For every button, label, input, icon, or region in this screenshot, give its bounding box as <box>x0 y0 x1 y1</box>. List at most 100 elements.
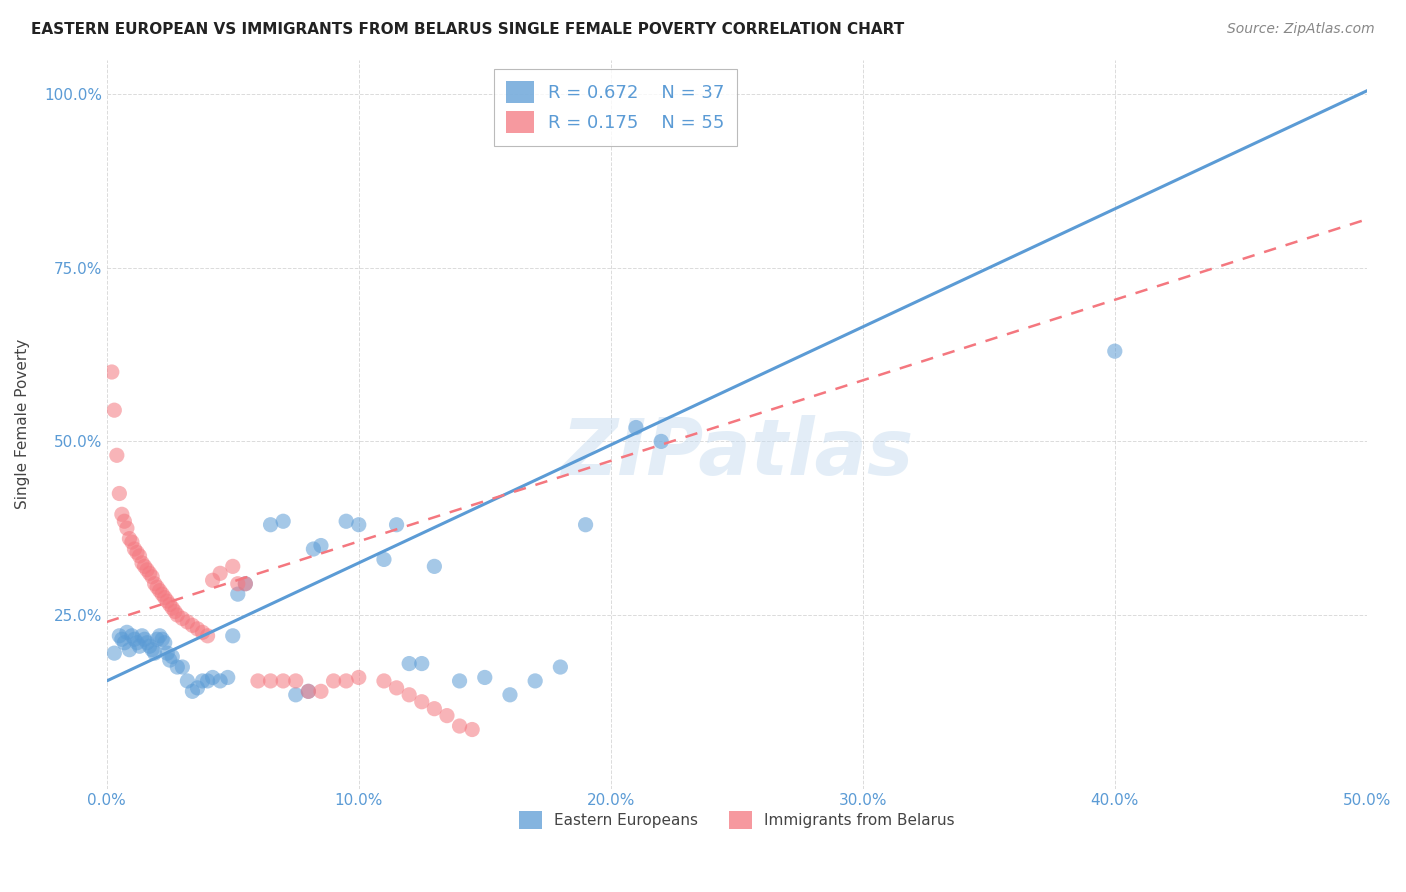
Point <box>103 646 125 660</box>
Point <box>136 563 159 577</box>
Point <box>335 673 357 688</box>
Point <box>436 708 458 723</box>
Point <box>271 673 294 688</box>
Y-axis label: Single Female Poverty: Single Female Poverty <box>15 339 30 509</box>
Point <box>398 657 420 671</box>
Point <box>186 681 208 695</box>
Point <box>143 576 166 591</box>
Point <box>134 632 156 647</box>
Point <box>191 673 214 688</box>
Point <box>153 636 176 650</box>
Point <box>146 580 169 594</box>
Point <box>105 448 128 462</box>
Point <box>201 670 224 684</box>
Point <box>125 636 148 650</box>
Point <box>235 576 257 591</box>
Point <box>259 517 281 532</box>
Point <box>159 653 181 667</box>
Point <box>271 514 294 528</box>
Text: Source: ZipAtlas.com: Source: ZipAtlas.com <box>1227 22 1375 37</box>
Point <box>373 673 395 688</box>
Point <box>115 521 138 535</box>
Point <box>156 594 179 608</box>
Text: EASTERN EUROPEAN VS IMMIGRANTS FROM BELARUS SINGLE FEMALE POVERTY CORRELATION CH: EASTERN EUROPEAN VS IMMIGRANTS FROM BELA… <box>31 22 904 37</box>
Point <box>226 576 249 591</box>
Point <box>162 649 184 664</box>
Point <box>550 660 572 674</box>
Point <box>322 673 344 688</box>
Point <box>149 629 172 643</box>
Point <box>297 684 319 698</box>
Point <box>449 719 471 733</box>
Point <box>347 670 370 684</box>
Point <box>138 639 160 653</box>
Point <box>524 673 547 688</box>
Point <box>136 636 159 650</box>
Point <box>112 514 135 528</box>
Point <box>302 541 325 556</box>
Point <box>128 639 150 653</box>
Point <box>284 688 307 702</box>
Legend: Eastern Europeans, Immigrants from Belarus: Eastern Europeans, Immigrants from Belar… <box>513 805 960 836</box>
Point <box>150 587 173 601</box>
Point <box>121 535 143 549</box>
Point <box>111 632 134 647</box>
Point <box>1104 344 1126 359</box>
Point <box>108 629 131 643</box>
Point <box>141 642 163 657</box>
Point <box>108 486 131 500</box>
Point <box>146 632 169 647</box>
Point <box>153 591 176 605</box>
Point <box>222 559 245 574</box>
Point <box>650 434 672 449</box>
Point <box>138 566 160 581</box>
Point <box>398 688 420 702</box>
Point <box>191 625 214 640</box>
Point <box>156 646 179 660</box>
Point <box>197 673 219 688</box>
Point <box>624 420 647 434</box>
Point <box>186 622 208 636</box>
Point <box>176 615 198 629</box>
Point <box>226 587 249 601</box>
Point <box>118 532 141 546</box>
Point <box>162 601 184 615</box>
Point <box>449 673 471 688</box>
Point <box>197 629 219 643</box>
Point <box>181 618 204 632</box>
Point <box>411 695 433 709</box>
Point <box>309 684 332 698</box>
Point <box>411 657 433 671</box>
Point <box>246 673 269 688</box>
Point <box>209 566 232 581</box>
Point <box>141 570 163 584</box>
Point <box>474 670 496 684</box>
Point <box>124 632 146 647</box>
Point <box>209 673 232 688</box>
Point <box>259 673 281 688</box>
Point <box>461 723 484 737</box>
Point <box>131 629 153 643</box>
Point <box>125 545 148 559</box>
Point <box>172 611 194 625</box>
Point <box>335 514 357 528</box>
Point <box>574 517 596 532</box>
Point <box>128 549 150 563</box>
Text: ZIPatlas: ZIPatlas <box>561 415 912 491</box>
Point <box>499 688 522 702</box>
Point <box>201 574 224 588</box>
Point <box>101 365 124 379</box>
Point <box>143 646 166 660</box>
Point <box>373 552 395 566</box>
Point <box>423 559 446 574</box>
Point <box>222 629 245 643</box>
Point <box>309 539 332 553</box>
Point <box>111 508 134 522</box>
Point <box>347 517 370 532</box>
Point <box>172 660 194 674</box>
Point <box>118 642 141 657</box>
Point <box>235 576 257 591</box>
Point <box>115 625 138 640</box>
Point <box>284 673 307 688</box>
Point <box>121 629 143 643</box>
